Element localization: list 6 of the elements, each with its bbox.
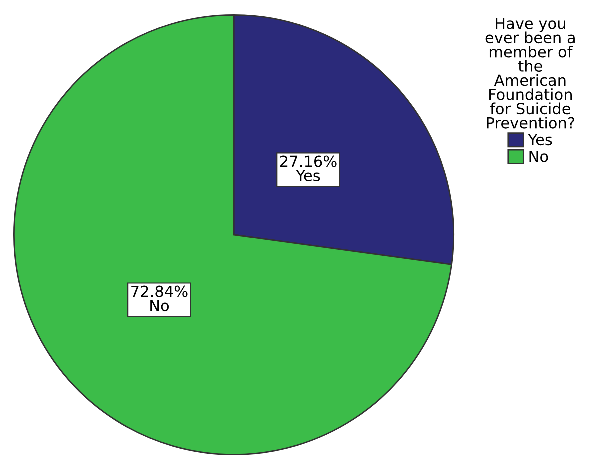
data-label: 72.84% No (132, 286, 188, 312)
legend-label: Yes (528, 134, 552, 146)
legend-label: No (530, 151, 548, 162)
pie-slice (14, 14, 452, 456)
data-label: 27.16% Yes (280, 156, 337, 182)
legend-title: Have you ever been a member of the American Foundation for Suicide Prevention? (486, 18, 575, 129)
